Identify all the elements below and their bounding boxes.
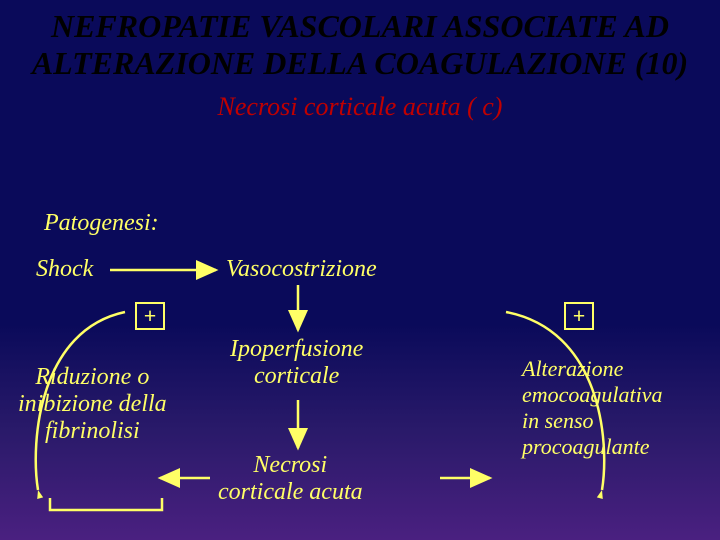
slide-subtitle: Necrosi corticale acuta ( c) xyxy=(0,92,720,122)
label-riduzione: Riduzione o inibizione della fibrinolisi xyxy=(18,364,167,445)
slide-title: NEFROPATIE VASCOLARI ASSOCIATE AD ALTERA… xyxy=(0,0,720,82)
label-ipoperfusione: Ipoperfusione corticale xyxy=(230,336,363,390)
label-necrosi: Necrosi corticale acuta xyxy=(218,452,363,506)
plus-box-left: + xyxy=(135,302,165,330)
label-vasocostrizione: Vasocostrizione xyxy=(226,256,377,283)
plus-box-right: + xyxy=(564,302,594,330)
label-patogenesi: Patogenesi: xyxy=(44,210,159,237)
label-alterazione: Alterazione emocoagulativa in senso proc… xyxy=(522,356,663,460)
label-shock: Shock xyxy=(36,256,93,283)
